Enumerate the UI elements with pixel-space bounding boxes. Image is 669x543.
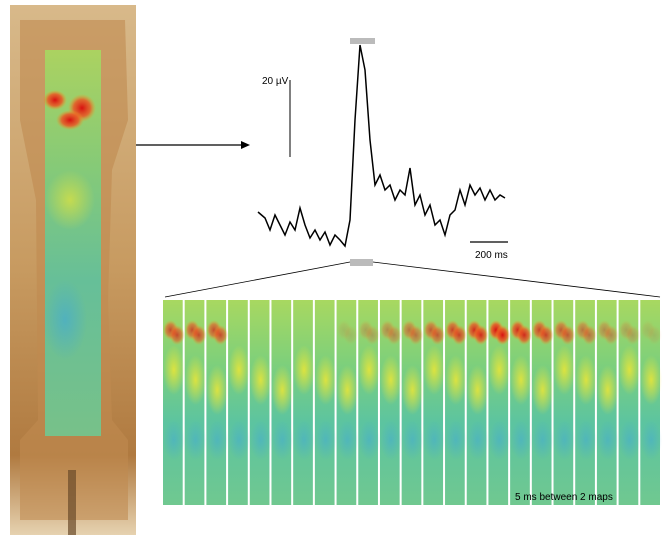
map-feature bbox=[401, 365, 424, 415]
map-feature bbox=[336, 420, 359, 460]
time-scale-label: 200 ms bbox=[475, 250, 508, 261]
map-feature bbox=[618, 345, 641, 395]
map-feature bbox=[553, 345, 576, 395]
map-feature bbox=[531, 420, 554, 460]
map-feature bbox=[560, 325, 576, 345]
map-feature bbox=[343, 325, 359, 345]
map-feature bbox=[553, 420, 576, 460]
map-feature bbox=[510, 355, 532, 405]
map-feature bbox=[488, 420, 511, 460]
map-feature bbox=[451, 325, 467, 345]
map-feature bbox=[466, 365, 489, 415]
map-feature bbox=[575, 355, 597, 405]
map-interval-label: 5 ms between 2 maps bbox=[515, 492, 613, 503]
map-feature bbox=[163, 345, 185, 395]
map-feature bbox=[358, 345, 380, 395]
map-feature bbox=[379, 355, 402, 405]
map-feature bbox=[646, 325, 662, 345]
map-feature bbox=[538, 325, 554, 345]
map-feature bbox=[473, 325, 489, 345]
map-feature bbox=[516, 325, 532, 345]
map-sequence bbox=[163, 300, 662, 505]
voltage-scale-label: 20 µV bbox=[262, 76, 289, 87]
map-feature bbox=[336, 365, 359, 415]
map-feature bbox=[212, 325, 229, 345]
map bbox=[293, 300, 313, 505]
map-feature bbox=[531, 365, 554, 415]
map-feature bbox=[314, 420, 337, 460]
tissue-photo bbox=[10, 5, 136, 535]
map-feature bbox=[163, 420, 185, 460]
map-feature bbox=[510, 420, 532, 460]
map-feature bbox=[596, 420, 619, 460]
map-feature bbox=[408, 325, 424, 345]
map-feature bbox=[423, 420, 446, 460]
map-feature bbox=[364, 325, 380, 345]
map-feature bbox=[228, 420, 250, 460]
map-feature bbox=[401, 420, 424, 460]
map-feature bbox=[358, 420, 380, 460]
arrow-head bbox=[241, 141, 250, 149]
map-feature bbox=[293, 345, 315, 395]
map-feature bbox=[249, 420, 272, 460]
map-feature bbox=[618, 420, 641, 460]
map-feature bbox=[271, 420, 294, 460]
map-feature bbox=[581, 325, 597, 345]
map-feature bbox=[575, 420, 597, 460]
zoom-line bbox=[164, 261, 351, 298]
map-feature bbox=[271, 365, 294, 415]
map-feature bbox=[293, 420, 315, 460]
map-feature bbox=[206, 365, 229, 415]
marker bbox=[350, 259, 373, 266]
map-feature bbox=[429, 325, 446, 345]
map-feature bbox=[445, 420, 467, 460]
trace bbox=[257, 44, 506, 248]
map-feature bbox=[191, 325, 207, 345]
map-feature bbox=[640, 355, 662, 405]
map-feature bbox=[445, 355, 467, 405]
marker bbox=[350, 38, 375, 44]
map-feature bbox=[640, 420, 662, 460]
map-feature bbox=[494, 325, 511, 345]
map-feature bbox=[228, 345, 250, 395]
map-feature bbox=[314, 355, 337, 405]
map-feature bbox=[596, 365, 619, 415]
map-feature bbox=[625, 325, 641, 345]
map-feature bbox=[386, 325, 402, 345]
map-feature bbox=[379, 420, 402, 460]
map-feature bbox=[206, 420, 229, 460]
map-feature bbox=[603, 325, 619, 345]
map bbox=[228, 300, 248, 505]
map-feature bbox=[466, 420, 489, 460]
zoom-line bbox=[372, 261, 661, 298]
map-feature bbox=[249, 355, 272, 405]
map-feature bbox=[423, 345, 446, 395]
map-feature bbox=[169, 325, 185, 345]
map-feature bbox=[488, 345, 511, 395]
map-feature bbox=[184, 420, 207, 460]
map-feature bbox=[184, 355, 207, 405]
